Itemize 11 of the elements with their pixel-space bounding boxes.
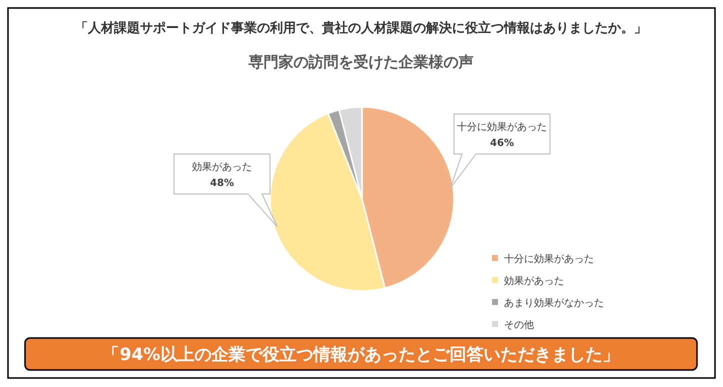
chart-subtitle: 専門家の訪問を受けた企業様の声 — [248, 53, 474, 71]
legend-label: 十分に効果があった — [504, 253, 594, 265]
slice-label: 効果があった — [192, 161, 252, 173]
legend-label: 効果があった — [504, 275, 564, 287]
chart-title: 「人材課題サポートガイド事業の利用で、貴社の人材課題の解決に役立つ情報はありましたか。」 — [75, 20, 647, 36]
legend-label: その他 — [504, 319, 534, 331]
data-label: 48% — [210, 178, 234, 189]
legend-label: あまり効果がなかった — [504, 297, 604, 309]
text: 「94%以上の企業で役立つ情報があったとご回答いただきました」 — [102, 345, 620, 365]
data-label: 46% — [490, 138, 514, 149]
slice-label: 十分に効果があった — [457, 121, 547, 133]
